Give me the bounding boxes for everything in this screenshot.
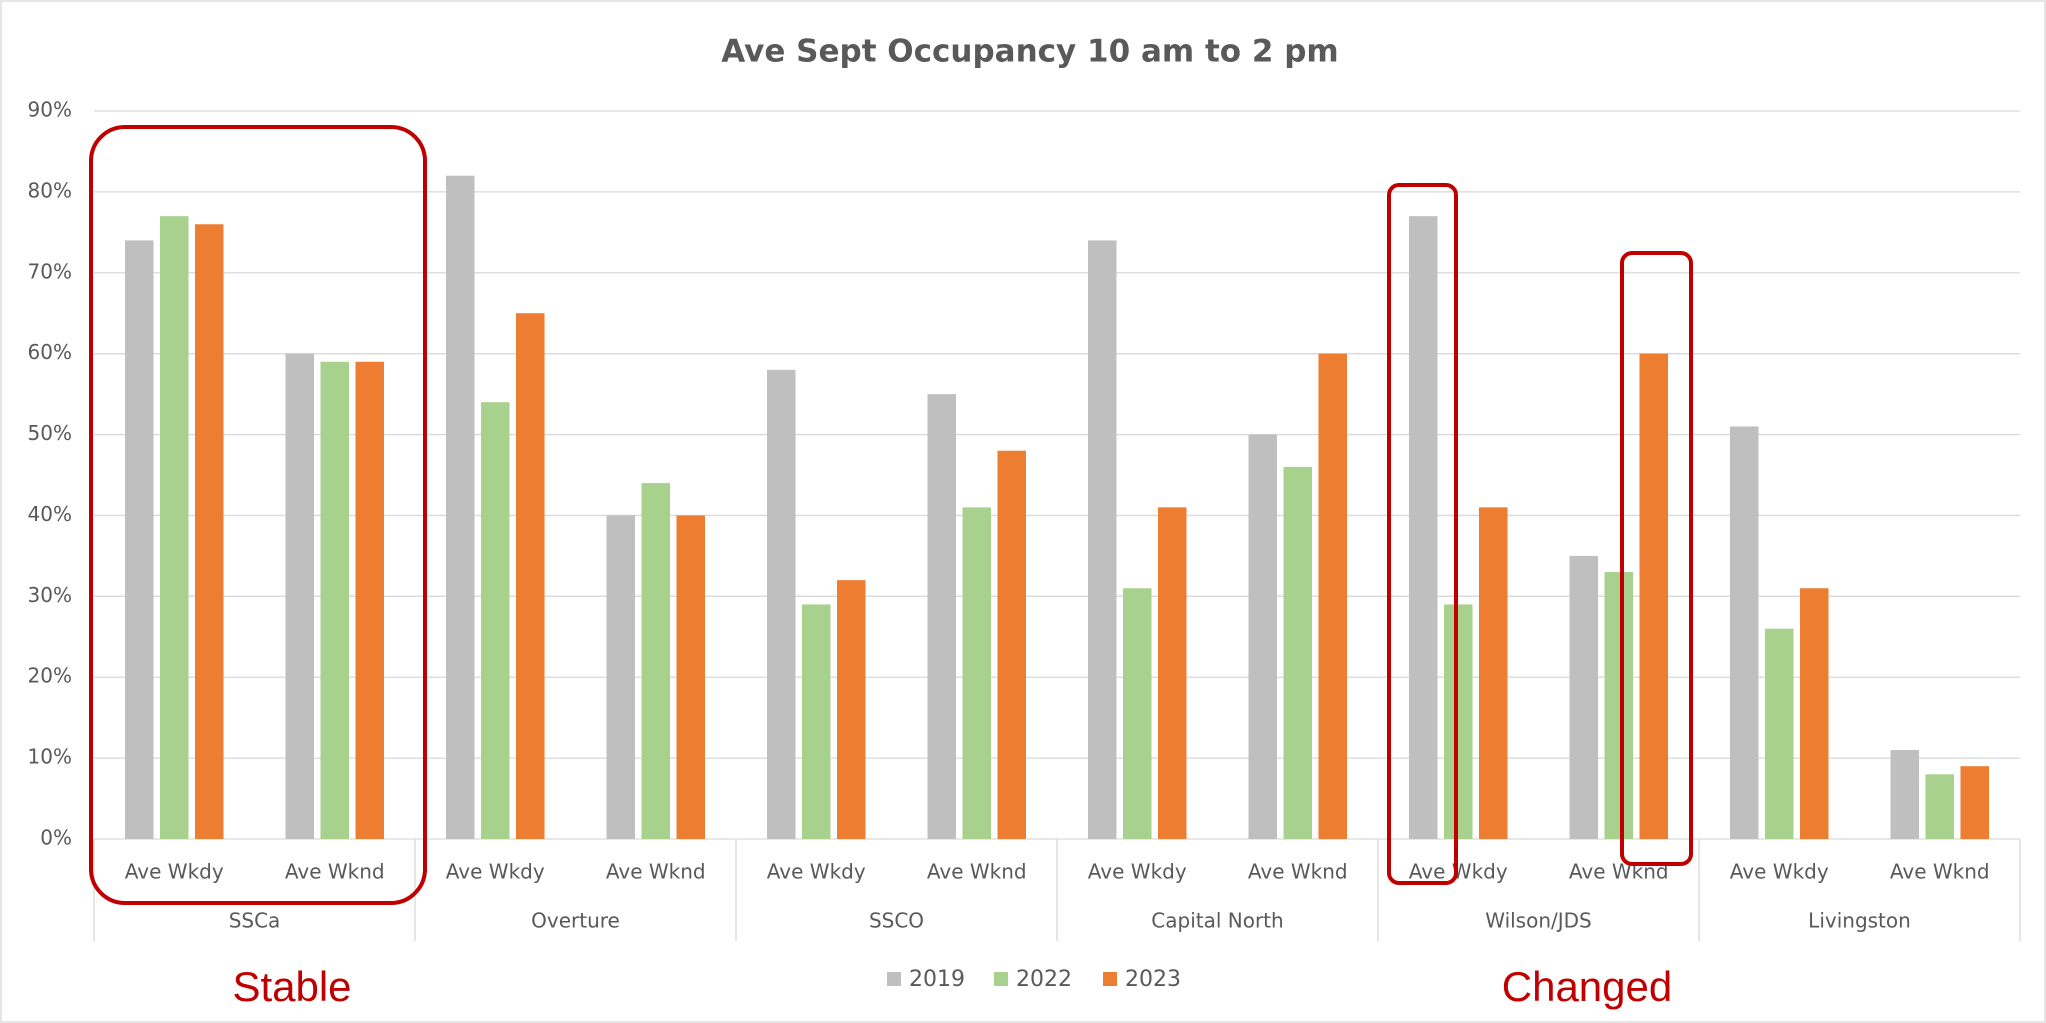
y-tick-label: 20% [28,664,72,688]
x-tick-label: Ave Wkdy [1088,860,1187,884]
group-label: Overture [531,909,620,933]
highlight-box [1387,183,1458,885]
chart-title: Ave Sept Occupancy 10 am to 2 pm [721,34,1339,70]
y-tick-label: 90% [28,98,72,122]
legend-label: 2023 [1125,967,1181,992]
bar [1960,766,1989,839]
bar [606,515,635,839]
bar [160,216,189,840]
bar [767,369,796,839]
bar [1569,555,1598,839]
group-label: SSCO [869,909,924,933]
group-label: Wilson/JDS [1485,909,1592,933]
bar [125,240,154,839]
x-tick-label: Ave Wkdy [125,860,224,884]
y-tick-label: 80% [28,178,72,202]
y-tick-label: 50% [28,421,72,445]
bar [1765,628,1794,839]
bar [1409,216,1438,840]
plot: 0% 10% 20% 30% 40% 50% 60% 70% 80% 90% SSCa Overtur… [28,98,2021,992]
x-tick-label: Ave Wkdy [446,860,545,884]
legend-label: 2022 [1016,967,1072,992]
y-tick-label: 60% [28,340,72,364]
bar [1444,604,1473,839]
annotation: Changed [1502,963,1672,1010]
highlight-box [1620,251,1693,866]
y-tick-label: 40% [28,502,72,526]
bar [320,361,349,839]
bar [481,402,510,839]
y-tick-label: 70% [28,259,72,283]
group-label: Livingston [1808,909,1911,933]
bar [1604,572,1633,839]
group-label: SSCa [229,909,281,933]
group-label: Capital North [1151,909,1283,933]
legend-swatch [994,972,1008,986]
bar [1123,588,1152,839]
x-tick-label: Ave Wkdy [1409,860,1508,884]
x-tick-label: Ave Wknd [1248,860,1348,884]
bar [1318,353,1347,839]
bar [1800,588,1829,839]
bar [927,394,956,839]
bar [195,224,224,839]
bar [1283,466,1312,839]
highlight-box [89,125,427,905]
bar [1730,426,1759,839]
bar [1158,507,1187,839]
y-tick-label: 30% [28,583,72,607]
bar [1479,507,1508,839]
y-tick-label: 10% [28,745,72,769]
x-tick-label: Ave Wknd [606,860,706,884]
bar [516,313,545,839]
bar [446,175,475,839]
x-tick-label: Ave Wkdy [767,860,866,884]
annotation: Stable [232,963,351,1010]
legend-label: 2019 [909,967,965,992]
bar [1248,434,1277,839]
legend-swatch [887,972,901,986]
bar [641,483,670,839]
legend-swatch [1103,972,1117,986]
x-tick-label: Ave Wkdy [1730,860,1829,884]
bar [355,361,384,839]
x-tick-label: Ave Wknd [285,860,385,884]
bar [802,604,831,839]
bar [997,450,1026,839]
x-tick-label: Ave Wknd [1890,860,1990,884]
x-tick-label: Ave Wknd [927,860,1027,884]
bar [1639,353,1668,839]
y-tick-label: 0% [40,826,72,850]
bar [962,507,991,839]
bar [1890,750,1919,839]
bar [285,353,314,839]
bar [1088,240,1117,839]
bar [837,580,866,839]
bar [1925,774,1954,839]
bar [676,515,705,839]
